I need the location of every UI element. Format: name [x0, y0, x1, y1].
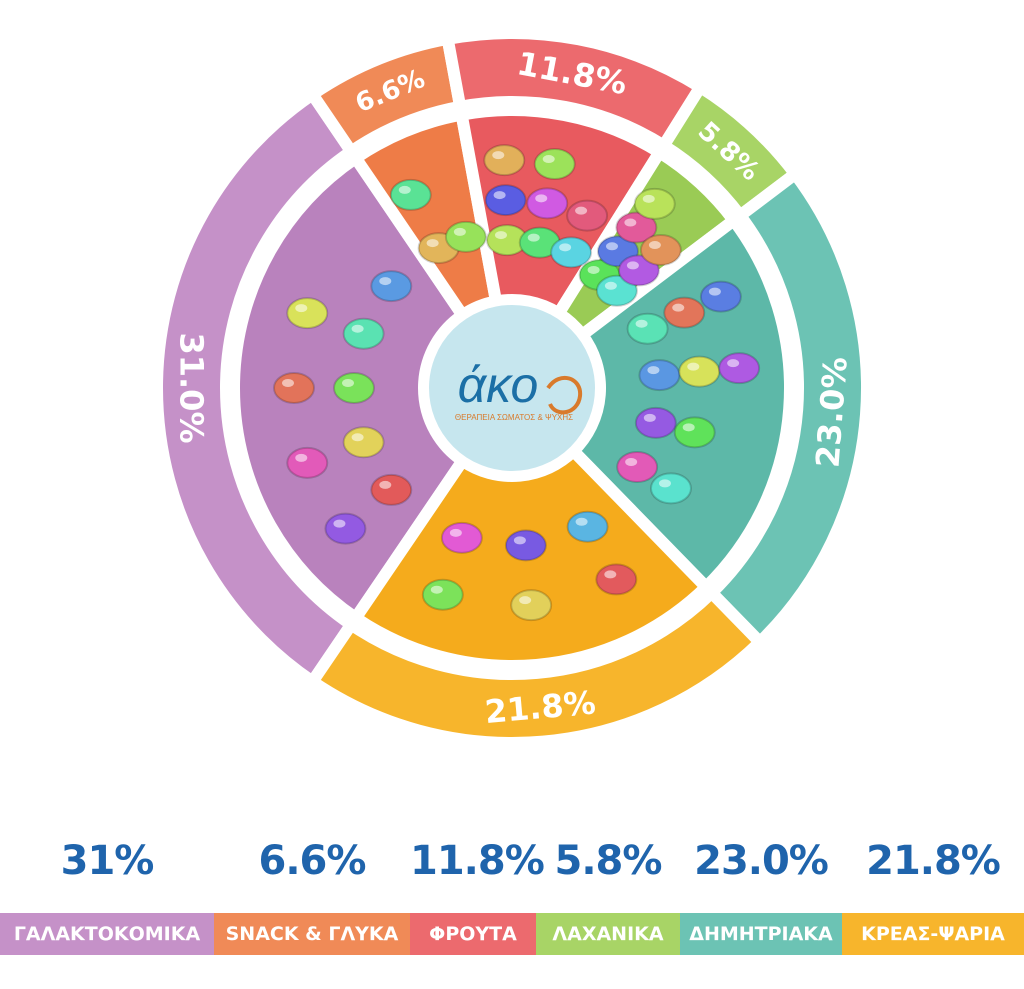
flour-bag-icon — [634, 406, 677, 439]
yogurt-drink-icon — [342, 426, 385, 459]
pudding-icon — [370, 270, 413, 303]
legend-item-fruits: 11.8% ΦΡΟΥΤΑ — [410, 838, 545, 958]
logo-circle — [419, 295, 605, 481]
legend-item-meat-fish: 21.8% ΚΡΕΑΣ-ΨΑΡΙΑ — [842, 838, 1024, 958]
rice-bowl-icon — [342, 317, 385, 350]
legend-value-vegetables: 5.8% — [554, 838, 663, 884]
grapes-icon — [566, 199, 609, 232]
blue-cheese-icon — [286, 446, 329, 479]
avocado-icon — [617, 254, 660, 287]
pie-chart: 31.0%6.6% 11.8%5.8%23.0%21.8% άκο ΘΕΡΑΠΕΙ… — [151, 27, 873, 749]
legend-label-vegetables: ΛΑΧΑΝΙΚΑ — [536, 913, 680, 955]
logo-tagline: ΘΕΡΑΠΕΙΑ ΣΩΜΑΤΟΣ & ΨΥΧΗΣ — [455, 413, 573, 422]
roast-chicken-icon — [510, 589, 553, 622]
legend-value-fruits: 11.8% — [410, 838, 545, 884]
steak-icon — [421, 578, 464, 611]
milk-bottle-icon — [370, 473, 413, 506]
ice-cream-icon — [389, 178, 432, 211]
kiwi-icon — [484, 184, 527, 217]
chocolate-icon — [444, 220, 487, 253]
legend-label-cereals: ΔΗΜΗΤΡΙΑΚΑ — [680, 913, 842, 955]
slice-label-cereals: 23.0% — [808, 355, 854, 469]
legend-label-snacks: SNACK & ΓΛΥΚΑ — [214, 913, 410, 955]
blackberry-icon — [533, 148, 576, 181]
carrot-icon — [633, 187, 676, 220]
legend-label-meat-fish: ΚΡΕΑΣ-ΨΑΡΙΑ — [842, 913, 1024, 955]
banana-icon — [526, 187, 569, 220]
legend-value-cereals: 23.0% — [694, 838, 829, 884]
bread-slice-icon — [626, 312, 669, 345]
crackers-icon — [699, 280, 742, 313]
logo-name: άκο — [458, 357, 539, 413]
slice-label-dairy: 31.0% — [173, 332, 211, 443]
outer-slice-dairy — [151, 86, 360, 690]
outer-ring — [151, 27, 873, 749]
legend-item-dairy: 31% ΓΑΛΑΚΤΟΚΟΜΙΚΑ — [0, 838, 214, 958]
tomato-icon — [595, 274, 638, 307]
spaghetti-icon — [663, 296, 706, 329]
legend-label-fruits: ΦΡΟΥΤΑ — [410, 913, 536, 955]
fish-icon — [566, 510, 609, 543]
ham-icon — [440, 521, 483, 554]
wheat-icon — [718, 352, 761, 385]
legend-item-vegetables: 5.8% ΛΑΧΑΝΙΚΑ — [536, 838, 680, 958]
legend-label-dairy: ΓΑΛΑΚΤΟΚΟΜΙΚΑ — [0, 913, 214, 955]
legend-item-snacks: 6.6% SNACK & ΓΛΥΚΑ — [214, 838, 410, 958]
bagel-icon — [649, 472, 692, 505]
food-icons — [273, 144, 761, 622]
cheese-wheel-icon — [333, 372, 375, 404]
sausages-icon — [595, 563, 638, 596]
eggplant-icon — [639, 234, 682, 267]
pasta-icon — [616, 451, 659, 484]
outer-slice-meat-fish — [304, 584, 769, 749]
feta-icon — [324, 512, 367, 545]
pear-icon — [550, 236, 593, 269]
red-cheese-icon — [273, 372, 315, 404]
peach-icon — [483, 144, 526, 177]
legend-item-cereals: 23.0% ΔΗΜΗΤΡΙΑΚΑ — [680, 838, 842, 958]
legend-value-dairy: 31% — [60, 838, 155, 884]
legend-value-snacks: 6.6% — [258, 838, 367, 884]
baguette-icon — [678, 355, 721, 388]
cheese-wedge-icon — [286, 297, 329, 330]
legend: 31% ΓΑΛΑΚΤΟΚΟΜΙΚΑ 6.6% SNACK & ΓΛΥΚΑ 11.8% ΦΡ… — [0, 838, 1024, 958]
logo-swirl-icon — [546, 375, 583, 415]
center-logo: άκο ΘΕΡΑΠΕΙΑ ΣΩΜΑΤΟΣ & ΨΥΧΗΣ — [419, 295, 605, 481]
legend-value-meat-fish: 21.8% — [866, 838, 1001, 884]
toast-icon — [638, 359, 681, 392]
corn-icon — [673, 416, 716, 449]
orange-icon — [615, 211, 658, 244]
salmon-steak-icon — [504, 529, 547, 562]
